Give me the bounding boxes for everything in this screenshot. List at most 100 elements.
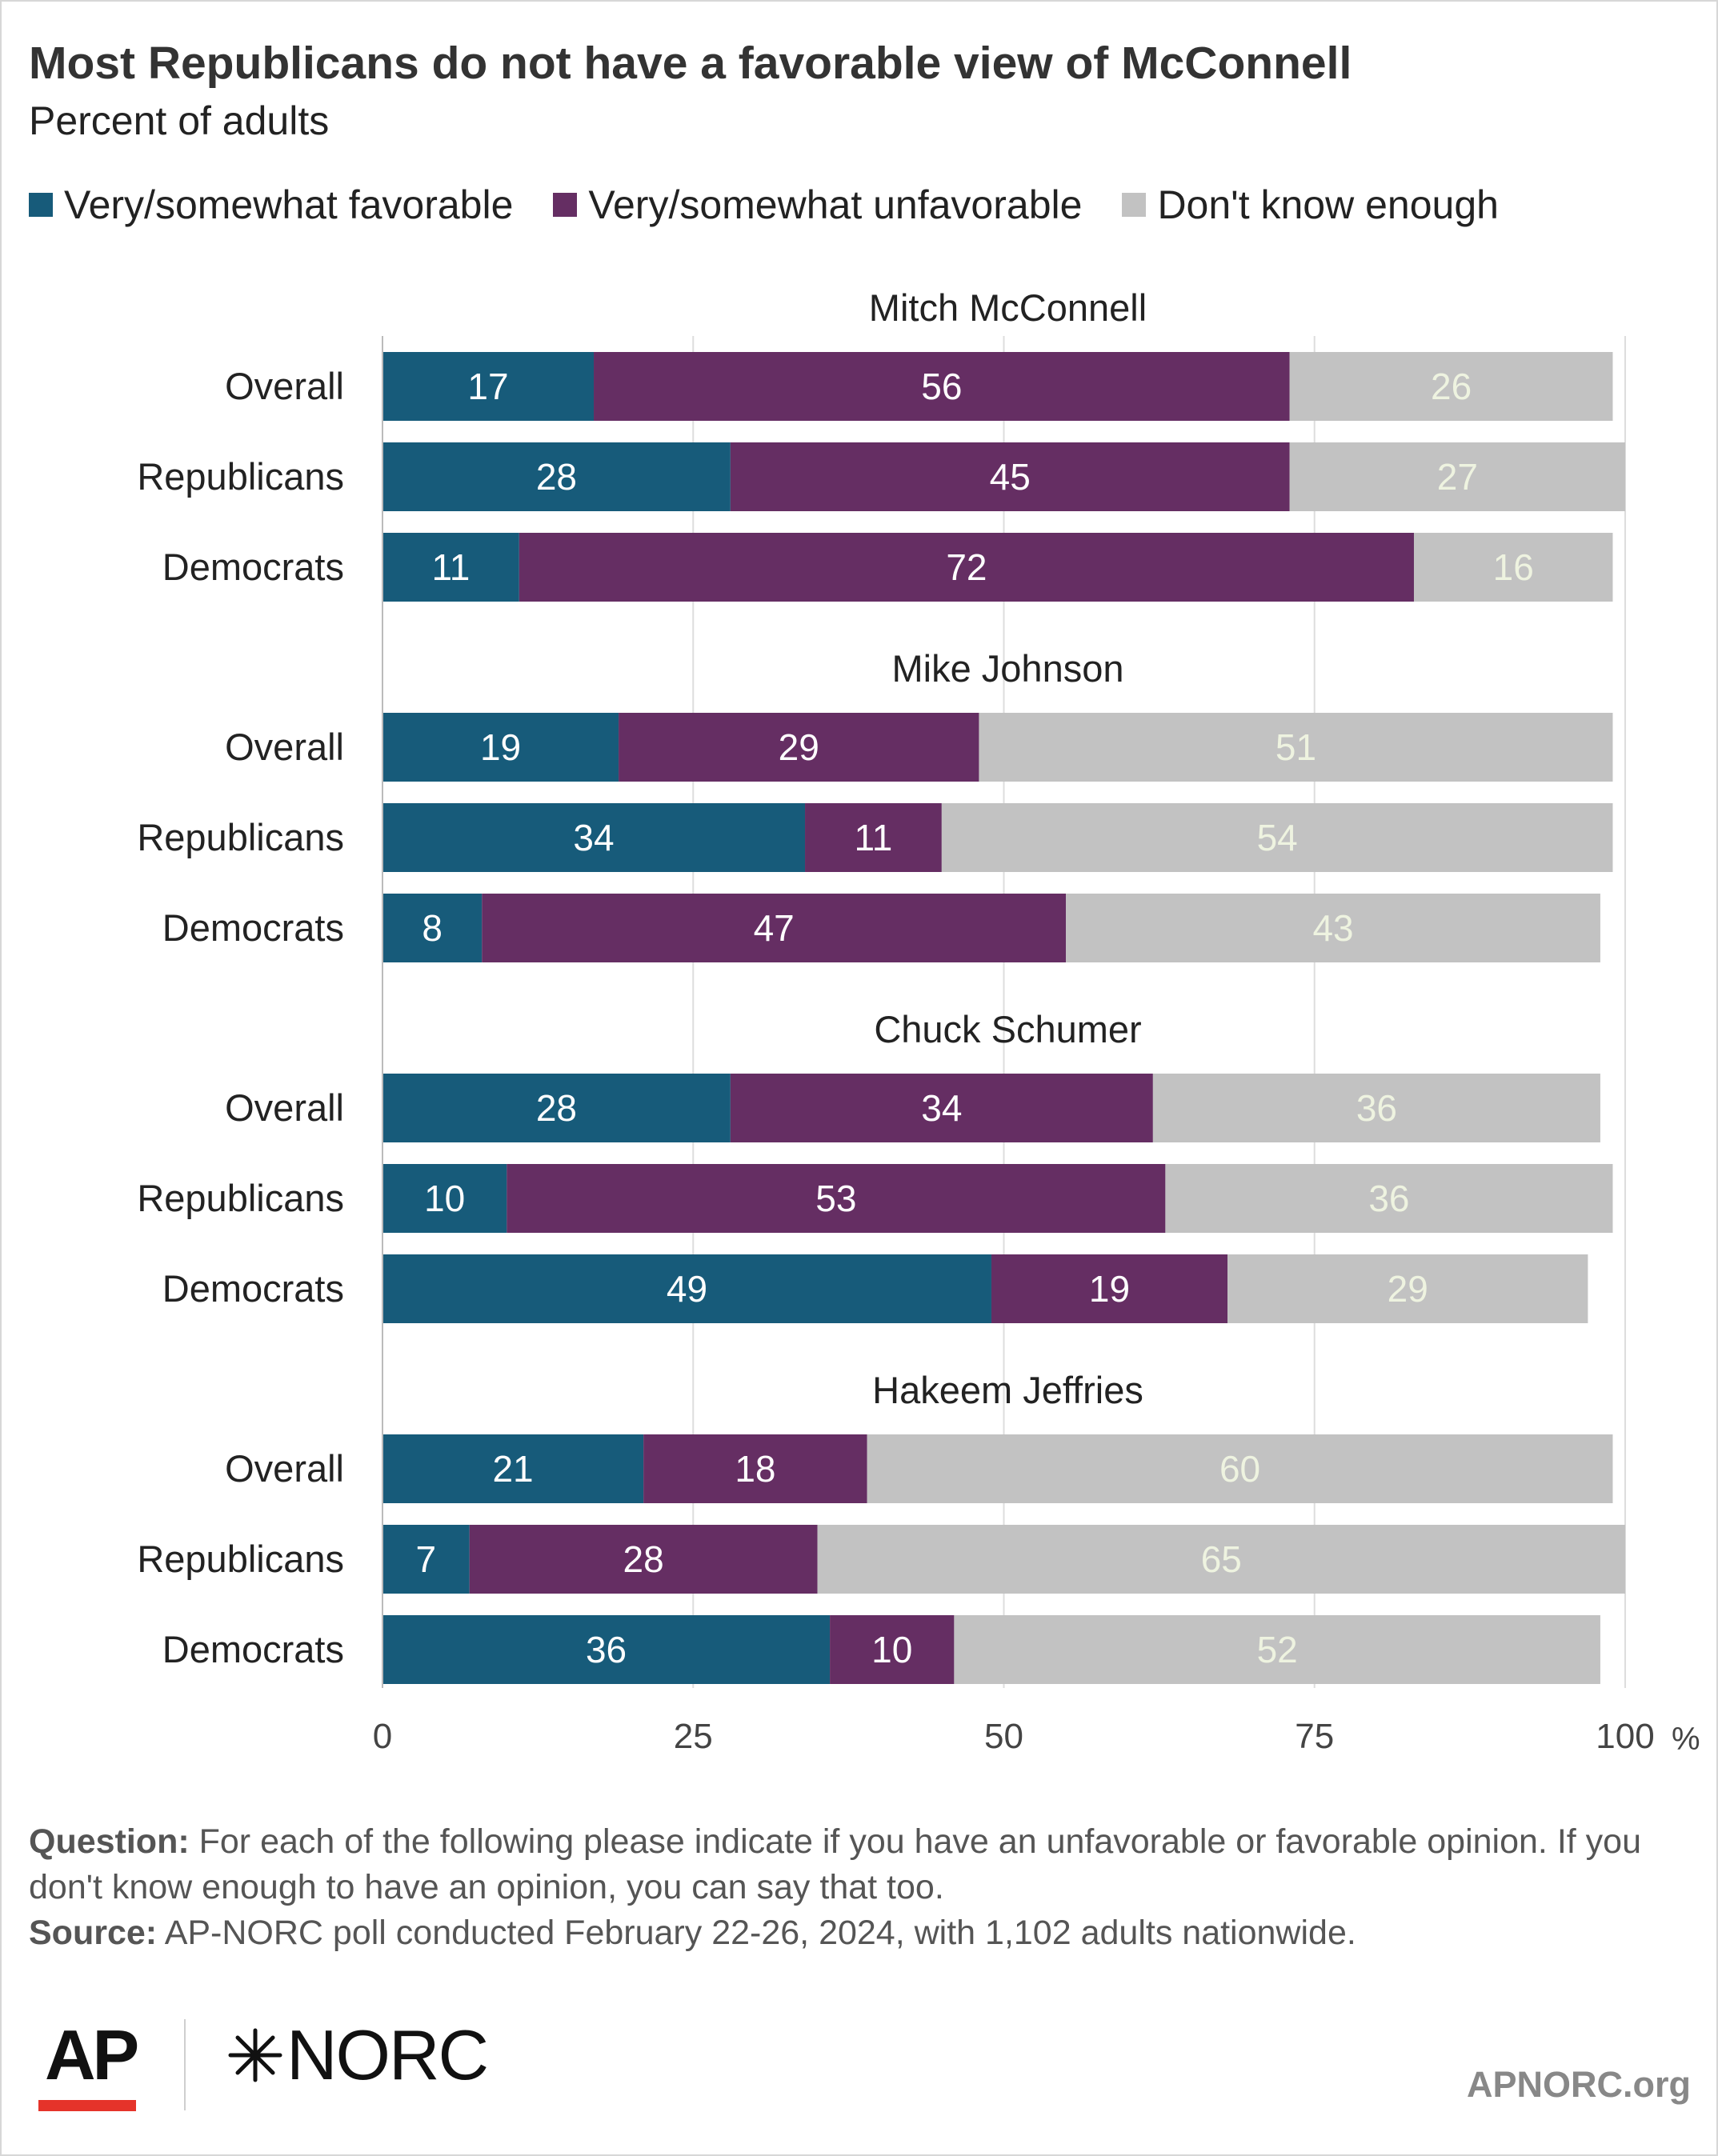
source-label: Source: bbox=[29, 1914, 158, 1952]
data-label: 26 bbox=[1431, 366, 1472, 407]
group-title: Mitch McConnell bbox=[869, 286, 1147, 329]
bar-segment-favorable bbox=[382, 442, 731, 511]
data-label: 36 bbox=[1356, 1087, 1397, 1129]
row-label: Republicans bbox=[137, 816, 344, 858]
row-label: Overall bbox=[225, 1447, 344, 1490]
data-label: 11 bbox=[855, 817, 893, 858]
legend-swatch-unfavorable bbox=[553, 193, 578, 217]
bar-segment-dontknow bbox=[1152, 1074, 1600, 1142]
legend-label-dontknow: Don't know enough bbox=[1157, 182, 1499, 227]
bar-segment-favorable bbox=[382, 352, 595, 421]
bar-segment-unfavorable bbox=[730, 442, 1290, 511]
data-label: 28 bbox=[623, 1538, 664, 1580]
data-label: 10 bbox=[424, 1178, 465, 1219]
legend-item-dontknow: Don't know enough bbox=[1122, 182, 1499, 228]
bar-segment-favorable bbox=[382, 533, 519, 602]
bar-segment-dontknow bbox=[979, 713, 1613, 782]
data-label: 34 bbox=[921, 1087, 962, 1129]
row-label: Republicans bbox=[137, 1177, 344, 1219]
chart-subtitle: Percent of adults bbox=[29, 98, 330, 143]
data-label: 21 bbox=[492, 1448, 533, 1490]
data-label: 19 bbox=[480, 726, 521, 768]
data-label: 10 bbox=[871, 1629, 912, 1670]
row-label: Democrats bbox=[162, 1267, 344, 1310]
data-label: 28 bbox=[536, 1087, 577, 1129]
data-label: 49 bbox=[667, 1268, 707, 1310]
legend-item-unfavorable: Very/somewhat unfavorable bbox=[553, 182, 1082, 228]
data-label: 29 bbox=[779, 726, 819, 768]
x-axis-unit: % bbox=[1672, 1722, 1700, 1757]
data-label: 54 bbox=[1257, 817, 1298, 858]
x-tick-label: 100 bbox=[1596, 1717, 1654, 1756]
legend-label-unfavorable: Very/somewhat unfavorable bbox=[588, 182, 1083, 227]
bar-segment-dontknow bbox=[1165, 1164, 1613, 1233]
data-label: 19 bbox=[1089, 1268, 1130, 1310]
legend-item-favorable: Very/somewhat favorable bbox=[29, 182, 513, 228]
data-label: 16 bbox=[1493, 546, 1534, 588]
data-label: 18 bbox=[735, 1448, 775, 1490]
legend-label-favorable: Very/somewhat favorable bbox=[64, 182, 514, 227]
row-label: Republicans bbox=[137, 1538, 344, 1580]
data-label: 53 bbox=[815, 1178, 856, 1219]
bar-segment-dontknow bbox=[1227, 1254, 1588, 1323]
data-label: 8 bbox=[422, 907, 443, 949]
x-tick-label: 75 bbox=[1295, 1717, 1334, 1756]
chart-title: Most Republicans do not have a favorable… bbox=[29, 38, 1352, 89]
question-note: Question: For each of the following plea… bbox=[29, 1819, 1661, 1910]
data-label: 27 bbox=[1437, 456, 1478, 498]
group-title: Chuck Schumer bbox=[874, 1008, 1141, 1050]
bar-segment-favorable bbox=[382, 713, 619, 782]
row-label: Republicans bbox=[137, 455, 344, 498]
bar-segment-favorable bbox=[382, 1434, 644, 1503]
bar-segment-dontknow bbox=[867, 1434, 1613, 1503]
bar-segment-unfavorable bbox=[643, 1434, 867, 1503]
ap-logo: AP bbox=[45, 2015, 139, 2094]
data-label: 60 bbox=[1219, 1448, 1260, 1490]
stacked-bar-chart: 0 25 50 75 100 % Mitch McConnell Overall 17 56 26 R… bbox=[137, 286, 1700, 1757]
chart-notes: Question: For each of the following plea… bbox=[29, 1819, 1661, 1956]
bar-segment-favorable bbox=[382, 1254, 991, 1323]
legend-swatch-favorable bbox=[29, 193, 53, 217]
group-title: Mike Johnson bbox=[892, 647, 1124, 690]
data-label: 34 bbox=[573, 817, 614, 858]
bar-segment-dontknow bbox=[954, 1615, 1600, 1684]
source-text: AP-NORC poll conducted February 22-26, 2… bbox=[164, 1914, 1356, 1952]
data-label: 72 bbox=[946, 546, 987, 588]
ap-logo-underline bbox=[38, 2100, 136, 2111]
bar-segment-dontknow bbox=[1289, 442, 1625, 511]
bar-segment-favorable bbox=[382, 1164, 507, 1233]
data-label: 52 bbox=[1257, 1629, 1298, 1670]
bar-segment-dontknow bbox=[941, 803, 1613, 872]
norc-logo-text: NORC bbox=[286, 2015, 489, 2094]
bar-segment-unfavorable bbox=[619, 713, 979, 782]
norc-star-icon bbox=[228, 2028, 282, 2082]
logo-divider bbox=[184, 2019, 186, 2110]
bar-segment-unfavorable bbox=[507, 1164, 1166, 1233]
bar-segment-unfavorable bbox=[519, 533, 1414, 602]
bar-segment-unfavorable bbox=[991, 1254, 1228, 1323]
bar-segment-favorable bbox=[382, 1525, 470, 1594]
row-label: Democrats bbox=[162, 546, 344, 588]
bar-segment-unfavorable bbox=[730, 1074, 1153, 1142]
data-label: 65 bbox=[1201, 1538, 1242, 1580]
bar-segment-dontknow bbox=[817, 1525, 1625, 1594]
legend: Very/somewhat favorable Very/somewhat un… bbox=[29, 181, 1521, 229]
data-label: 36 bbox=[586, 1629, 627, 1670]
bar-segment-favorable bbox=[382, 1074, 731, 1142]
row-label: Democrats bbox=[162, 906, 344, 949]
bar-segment-dontknow bbox=[1289, 352, 1613, 421]
data-label: 36 bbox=[1368, 1178, 1409, 1219]
row-label: Overall bbox=[225, 1086, 344, 1129]
data-label: 28 bbox=[536, 456, 577, 498]
bar-segment-favorable bbox=[382, 1615, 831, 1684]
bar-segment-unfavorable bbox=[594, 352, 1290, 421]
bar-segment-dontknow bbox=[1066, 894, 1600, 962]
bar-segment-favorable bbox=[382, 894, 483, 962]
data-label: 47 bbox=[754, 907, 795, 949]
group-title: Hakeem Jeffries bbox=[872, 1369, 1143, 1411]
x-tick-label: 25 bbox=[674, 1717, 713, 1756]
row-label: Democrats bbox=[162, 1628, 344, 1670]
row-label: Overall bbox=[225, 365, 344, 407]
legend-swatch-dontknow bbox=[1122, 193, 1147, 217]
